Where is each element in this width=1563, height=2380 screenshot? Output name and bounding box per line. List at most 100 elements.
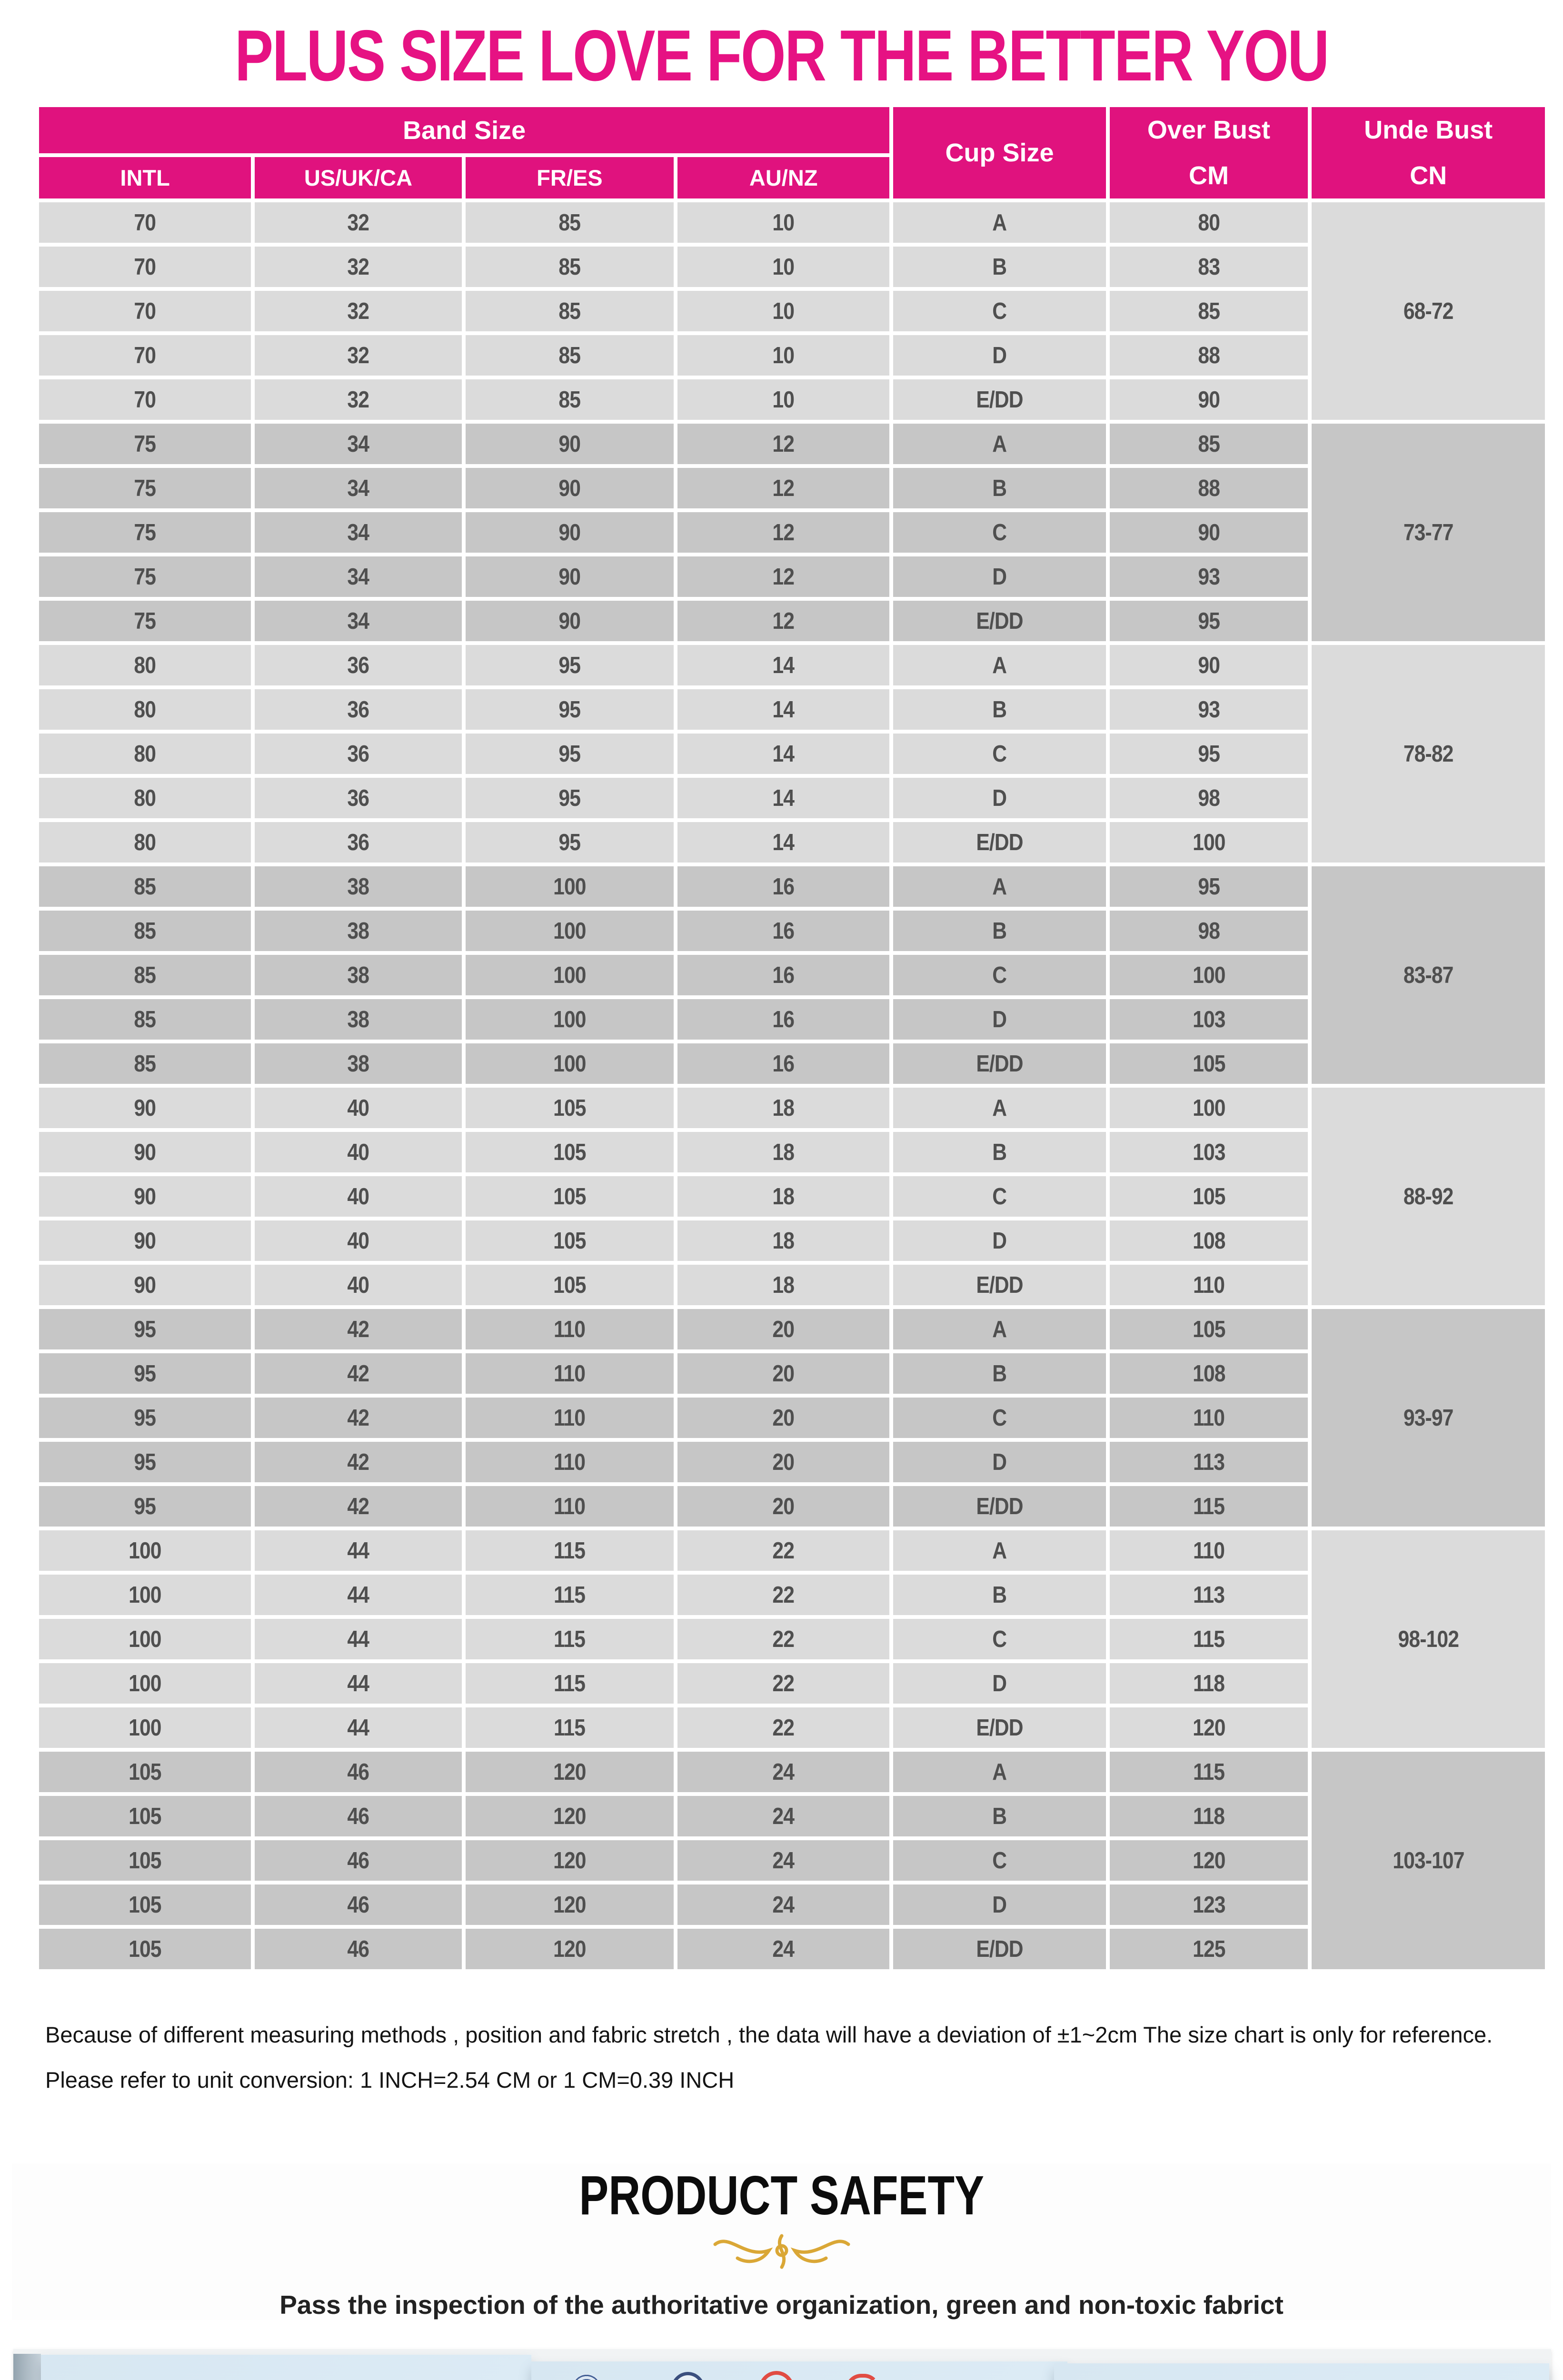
- size-cell-value: E/DD: [976, 1051, 1023, 1077]
- size-cell: 105: [39, 1929, 251, 1969]
- size-cell-value: D: [992, 1892, 1007, 1918]
- size-cell-value: 110: [1193, 1537, 1225, 1564]
- size-cell-value: 90: [134, 1095, 157, 1121]
- size-cell: B: [893, 1353, 1106, 1394]
- size-cell: 105: [39, 1840, 251, 1881]
- size-cell-value: 16: [772, 1006, 795, 1032]
- size-cell: 123: [1109, 1884, 1308, 1925]
- size-cell: 85: [465, 202, 674, 243]
- size-cell: A: [893, 1752, 1106, 1792]
- size-cell-value: 34: [347, 475, 370, 501]
- size-cell-value: B: [992, 254, 1007, 280]
- size-cell: 100: [465, 1043, 674, 1084]
- size-cell: 46: [255, 1929, 462, 1969]
- size-cell: 105: [39, 1752, 251, 1792]
- size-cell-value: 18: [772, 1095, 795, 1121]
- size-cell-value: C: [992, 1405, 1007, 1431]
- size-cell: 24: [677, 1929, 890, 1969]
- size-cell-value: 90: [558, 475, 581, 501]
- size-cell-value: 95: [558, 829, 581, 855]
- size-cell-value: C: [992, 1847, 1007, 1874]
- size-cell-value: 70: [134, 298, 157, 324]
- size-cell: 90: [465, 601, 674, 641]
- size-cell-value: C: [992, 298, 1007, 324]
- size-cell-value: 100: [553, 1006, 586, 1032]
- size-cell: C: [893, 512, 1106, 553]
- size-cell: 88: [1109, 335, 1308, 376]
- size-cell: 85: [465, 379, 674, 420]
- size-cell: 20: [677, 1309, 890, 1349]
- size-cell: 120: [465, 1884, 674, 1925]
- size-cell-value: 85: [134, 1051, 157, 1077]
- size-cell: 95: [39, 1442, 251, 1482]
- size-cell-value: 44: [347, 1715, 370, 1741]
- size-cell: 75: [39, 424, 251, 464]
- size-cell-value: 95: [134, 1449, 157, 1475]
- header-over-bust-line2: CM: [1188, 161, 1229, 190]
- size-cell: 110: [465, 1442, 674, 1482]
- size-cell: A: [893, 202, 1106, 243]
- size-cell: 20: [677, 1398, 890, 1438]
- size-cell: 125: [1109, 1929, 1308, 1969]
- size-cell-value: 10: [772, 387, 795, 413]
- size-cell: 22: [677, 1575, 890, 1615]
- size-cell-value: 85: [558, 298, 581, 324]
- size-cell: 105: [39, 1796, 251, 1836]
- size-cell: 18: [677, 1176, 890, 1217]
- size-cell-value: 46: [347, 1759, 370, 1785]
- size-cell: 95: [465, 734, 674, 774]
- size-cell-value: 80: [134, 785, 157, 811]
- size-cell: 40: [255, 1132, 462, 1172]
- size-cell: 36: [255, 822, 462, 863]
- size-cell: 44: [255, 1575, 462, 1615]
- size-cell-value: A: [992, 1537, 1007, 1564]
- size-cell-value: 105: [553, 1139, 586, 1165]
- size-cell-value: 24: [772, 1892, 795, 1918]
- size-cell-value: 75: [134, 608, 157, 634]
- size-cell: B: [893, 1796, 1106, 1836]
- size-cell: 46: [255, 1884, 462, 1925]
- size-cell: 80: [39, 778, 251, 818]
- size-cell-value: 120: [553, 1936, 586, 1962]
- size-cell-value: 75: [134, 475, 157, 501]
- size-cell: 16: [677, 999, 890, 1040]
- size-cell-value: 103: [1192, 1006, 1225, 1032]
- size-cell-value: C: [992, 519, 1007, 545]
- size-cell-value: 32: [347, 254, 370, 280]
- size-cell: 95: [1109, 734, 1308, 774]
- size-cell: 100: [39, 1619, 251, 1659]
- size-cell-value: D: [992, 1449, 1007, 1475]
- page-title: PLUS SIZE LOVE FOR THE BETTER YOU: [0, 14, 1563, 98]
- size-cell: 118: [1109, 1663, 1308, 1704]
- size-cell: 70: [39, 247, 251, 287]
- size-cell: 110: [465, 1309, 674, 1349]
- size-cell: 90: [465, 468, 674, 508]
- under-bust-cell: 73-77: [1312, 424, 1545, 641]
- size-cell-value: 115: [554, 1537, 586, 1564]
- header-fr-es: FR/ES: [465, 157, 674, 198]
- size-cell: 14: [677, 689, 890, 730]
- size-cell-value: 80: [134, 652, 157, 678]
- size-cell-value: 44: [347, 1670, 370, 1696]
- size-cell: 34: [255, 424, 462, 464]
- size-cell-value: 10: [772, 342, 795, 368]
- size-cell: 93: [1109, 556, 1308, 597]
- size-cell: 80: [1109, 202, 1308, 243]
- size-cell-value: 12: [772, 475, 795, 501]
- size-cell: 120: [1109, 1707, 1308, 1748]
- size-cell: 85: [1109, 424, 1308, 464]
- size-cell-value: 105: [129, 1847, 161, 1874]
- size-cell-value: 88: [1198, 475, 1220, 501]
- size-cell: 100: [465, 911, 674, 951]
- size-cell: 75: [39, 512, 251, 553]
- header-unde-bust-line2: CN: [1410, 161, 1447, 190]
- book-spine: [13, 2354, 41, 2380]
- size-cell-value: 115: [554, 1582, 586, 1608]
- size-cell-value: 120: [553, 1803, 586, 1829]
- size-cell-value: 16: [772, 873, 795, 900]
- under-bust-cell: 103-107: [1312, 1752, 1545, 1969]
- size-cell-value: 108: [1192, 1360, 1225, 1387]
- size-cell-value: E/DD: [976, 608, 1023, 634]
- size-cell-value: 42: [347, 1316, 370, 1342]
- size-cell-value: 10: [772, 209, 795, 236]
